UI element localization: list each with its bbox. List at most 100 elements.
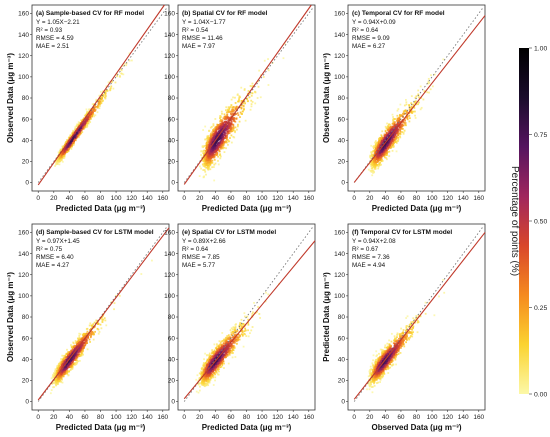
density-point (231, 117, 234, 120)
density-point (242, 102, 244, 104)
density-point (234, 96, 236, 99)
density-point (377, 154, 380, 157)
density-point (62, 147, 65, 150)
density-point (392, 119, 394, 122)
density-point (209, 135, 212, 138)
density-point (264, 300, 267, 303)
density-point (232, 127, 235, 130)
density-point (206, 139, 209, 142)
density-point (123, 62, 126, 65)
density-point (211, 155, 214, 158)
density-point (99, 96, 102, 99)
density-point (210, 146, 213, 149)
fit-line (183, 4, 312, 185)
density-point (222, 129, 225, 132)
density-point (114, 81, 117, 84)
y-tick-label: 60 (22, 335, 30, 342)
density-point (232, 336, 235, 339)
density-point (392, 116, 394, 118)
density-point (394, 132, 397, 134)
density-point (231, 110, 234, 113)
density-point (78, 347, 81, 350)
density-point (211, 350, 214, 353)
x-tick-labels: 0 20 40 60 80 100 120 140 160 (36, 191, 169, 202)
y-tick-label: 160 (334, 11, 345, 18)
density-point (56, 365, 59, 368)
density-point (211, 148, 214, 151)
density-point (67, 148, 70, 151)
density-point (207, 156, 210, 159)
density-point (67, 355, 70, 358)
density-point (371, 161, 373, 164)
x-tick-label: 100 (427, 195, 438, 202)
density-point (208, 352, 211, 355)
density-point (225, 137, 228, 140)
density-point (206, 153, 209, 156)
density-point (207, 135, 210, 138)
density-point (233, 117, 236, 119)
density-point (402, 110, 405, 113)
density-point (99, 101, 102, 104)
density-point (226, 136, 228, 139)
density-point (104, 93, 107, 96)
density-point (202, 165, 205, 167)
density-point (375, 144, 378, 147)
density-point (90, 324, 93, 327)
density-point (60, 158, 63, 161)
y-tick-label: 140 (334, 32, 345, 39)
density-point (426, 91, 429, 94)
density-point (220, 146, 223, 149)
density-point (77, 125, 79, 128)
density-point (283, 42, 286, 45)
density-point (200, 154, 203, 156)
density-point (226, 134, 228, 137)
y-tick-label: 0 (25, 399, 29, 406)
density-point (83, 335, 86, 338)
density-point (59, 155, 61, 158)
density-point (399, 135, 401, 138)
y-tick-label: 80 (22, 314, 30, 321)
density-point (397, 138, 400, 141)
density-point (391, 149, 394, 152)
density-point (392, 132, 395, 135)
density-point (104, 92, 107, 94)
density-point (69, 350, 72, 353)
density-point (234, 102, 237, 104)
density-point (75, 341, 78, 344)
density-point (207, 157, 210, 160)
density-point (370, 169, 373, 172)
density-point (219, 147, 222, 150)
density-point (98, 94, 101, 97)
density-point (369, 162, 372, 165)
y-tick-label: 140 (164, 32, 175, 39)
density-point (210, 139, 213, 142)
density-point (370, 170, 373, 173)
density-point (385, 149, 388, 152)
density-point (63, 148, 66, 151)
density-point (76, 346, 79, 348)
density-point (396, 124, 399, 127)
density-point (53, 372, 56, 375)
density-point (211, 161, 214, 164)
density-point (205, 173, 207, 176)
density-point (86, 330, 89, 333)
density-point (58, 365, 61, 368)
density-point (84, 120, 87, 123)
density-point (83, 125, 86, 128)
density-point (62, 155, 65, 158)
density-point (230, 113, 233, 116)
density-point (267, 84, 270, 86)
density-point (209, 158, 212, 161)
density-point (57, 160, 60, 163)
density-point (71, 348, 74, 351)
x-axis-label: Predicted Data (μg m⁻³) (56, 423, 146, 432)
density-point (206, 149, 209, 152)
density-point (379, 156, 382, 159)
density-point (378, 154, 381, 157)
density-point (235, 106, 238, 108)
density-point (88, 338, 91, 341)
x-tick-label: 40 (66, 414, 74, 421)
density-point (69, 361, 72, 364)
density-point (208, 356, 211, 358)
density-point (414, 114, 416, 117)
